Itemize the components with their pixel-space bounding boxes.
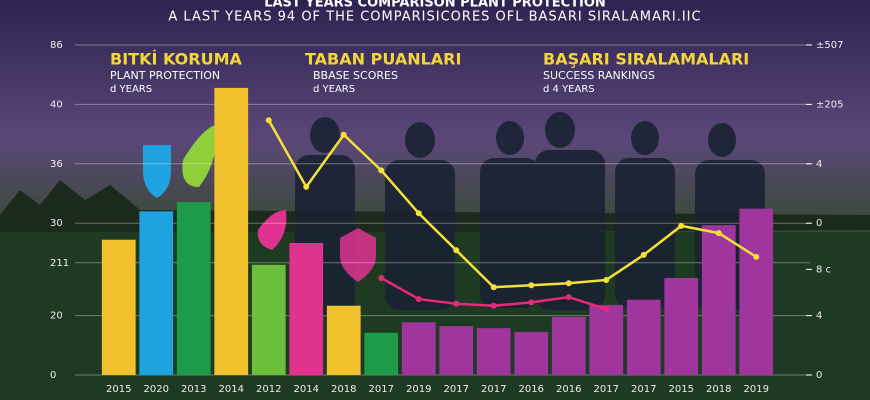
bar <box>176 202 211 375</box>
x-tick-label: 2019 <box>406 384 431 395</box>
line-point <box>415 296 422 303</box>
y-tick-label: 86 <box>50 40 63 51</box>
icons <box>143 125 376 282</box>
bar <box>214 87 249 376</box>
y-tick-label: 36 <box>50 159 63 170</box>
y-tick-label: 0 <box>50 370 56 381</box>
panel-note: d YEARS <box>110 84 152 95</box>
y-tick-label: 30 <box>50 218 63 229</box>
y-tick-label: 211 <box>50 258 69 269</box>
y2-tick-label: 0 <box>816 218 822 229</box>
line-point <box>565 280 572 287</box>
panel-title: TABAN PUANLARI <box>305 50 461 69</box>
line-point <box>490 284 497 291</box>
bar <box>364 332 399 375</box>
x-tick-label: 2017 <box>631 384 656 395</box>
x-tick-label: 2012 <box>256 384 281 395</box>
line-point <box>565 294 572 301</box>
bar <box>251 264 286 375</box>
line-point <box>678 222 685 229</box>
chart-subtitle: A LAST YEARS 94 OF THE COMPARISICORES OF… <box>168 10 701 25</box>
bar <box>101 239 136 375</box>
bar <box>439 326 474 375</box>
bar <box>701 225 736 375</box>
line-point <box>640 251 647 258</box>
x-tick-label: 2017 <box>594 384 619 395</box>
line-point <box>303 183 310 190</box>
line-point <box>415 210 422 217</box>
panel-note: d 4 YEARS <box>543 84 595 95</box>
bar <box>476 328 511 375</box>
line-point <box>265 117 272 124</box>
bar <box>664 277 699 375</box>
y-tick-label: 40 <box>50 99 63 110</box>
y2-tick-label: 4 <box>816 159 822 170</box>
y2-tick-label: 8 c <box>816 264 831 275</box>
bar <box>514 332 549 375</box>
line-point <box>715 230 722 237</box>
line-point <box>603 306 610 312</box>
panel-title: BITKİ KORUMA <box>110 50 243 69</box>
x-tick-label: 2014 <box>219 384 244 395</box>
bar <box>739 208 774 375</box>
panel-subtitle: PLANT PROTECTION <box>110 69 220 82</box>
bar <box>551 316 586 375</box>
panel-subtitle: BBASE SCORES <box>313 69 398 82</box>
y2-tick-label: 0 <box>816 370 822 381</box>
panel-subtitle: SUCCESS RANKINGS <box>543 69 655 82</box>
panel-title: BAŞARI SIRALAMALARI <box>543 50 749 69</box>
y-tick-label: 20 <box>50 311 63 322</box>
bar <box>139 211 174 375</box>
panel-labels: BITKİ KORUMA PLANT PROTECTION d YEARS TA… <box>110 50 749 96</box>
line <box>267 119 757 289</box>
y2-tick-label: ±205 <box>816 99 843 110</box>
bar <box>626 299 661 375</box>
bar <box>589 305 624 375</box>
x-tick-label: 2016 <box>519 384 544 395</box>
chart-title: LAST YEARS COMPARISON PLANT PROTECTION <box>264 0 606 11</box>
line-point <box>378 167 385 174</box>
line-point <box>603 276 610 283</box>
x-tick-label: 2017 <box>444 384 469 395</box>
bar <box>326 305 361 375</box>
line-point <box>490 302 497 309</box>
panel-note: d YEARS <box>313 84 355 95</box>
bar <box>401 322 436 375</box>
line-point <box>528 299 535 306</box>
line-point <box>453 247 460 254</box>
x-tick-label: 2016 <box>556 384 581 395</box>
line-point <box>528 282 535 289</box>
y2-tick-label: 4 <box>816 311 822 322</box>
line-point <box>340 131 347 138</box>
x-tick-label: 2018 <box>331 384 356 395</box>
line-point <box>753 253 760 260</box>
x-tick-label: 2017 <box>481 384 506 395</box>
x-tick-label: 2019 <box>744 384 769 395</box>
line-point <box>453 300 460 307</box>
x-tick-label: 2020 <box>144 384 169 395</box>
y2-tick-label: ±507 <box>816 40 843 51</box>
x-tick-label: 2018 <box>706 384 731 395</box>
x-tick-label: 2017 <box>369 384 394 395</box>
x-tick-label: 2014 <box>294 384 319 395</box>
bar <box>289 243 324 375</box>
line-point <box>378 274 385 281</box>
x-tick-label: 2015 <box>669 384 694 395</box>
x-tick-label: 2015 <box>106 384 131 395</box>
x-tick-label: 2013 <box>181 384 206 395</box>
